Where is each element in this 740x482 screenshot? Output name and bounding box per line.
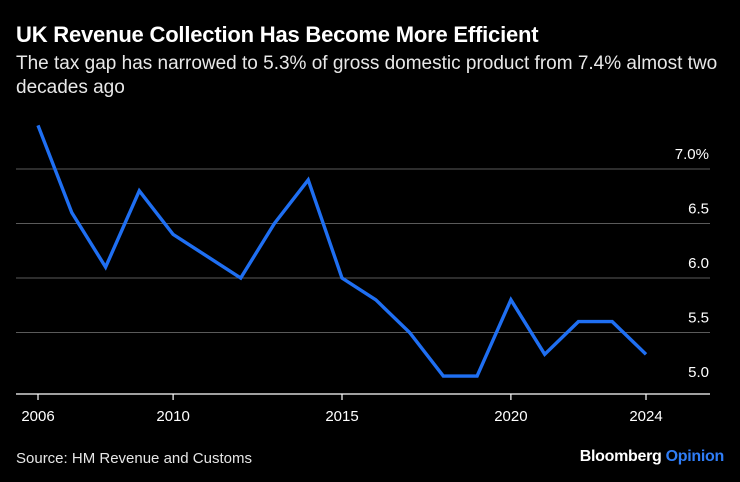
brand-logo: Bloomberg Opinion xyxy=(579,448,725,466)
x-tick-label: 2020 xyxy=(494,408,527,425)
brand-name: Bloomberg xyxy=(579,448,662,465)
y-tick-label: 6.5 xyxy=(688,201,709,218)
brand-suffix: Opinion xyxy=(665,448,725,465)
y-tick-label: 5.5 xyxy=(688,310,709,327)
y-tick-label: 7.0% xyxy=(675,146,709,163)
x-tick-label: 2024 xyxy=(629,408,662,425)
y-tick-label: 5.0 xyxy=(688,364,709,381)
x-tick-label: 2010 xyxy=(156,408,189,425)
source-note: Source: HM Revenue and Customs xyxy=(16,450,252,467)
chart-title: UK Revenue Collection Has Become More Ef… xyxy=(16,22,539,47)
x-tick-label: 2006 xyxy=(21,408,54,425)
series-line xyxy=(36,124,648,378)
x-tick-label: 2015 xyxy=(325,408,358,425)
chart-subtitle: The tax gap has narrowed to 5.3% of gros… xyxy=(16,53,718,98)
y-tick-label: 6.0 xyxy=(688,255,709,272)
